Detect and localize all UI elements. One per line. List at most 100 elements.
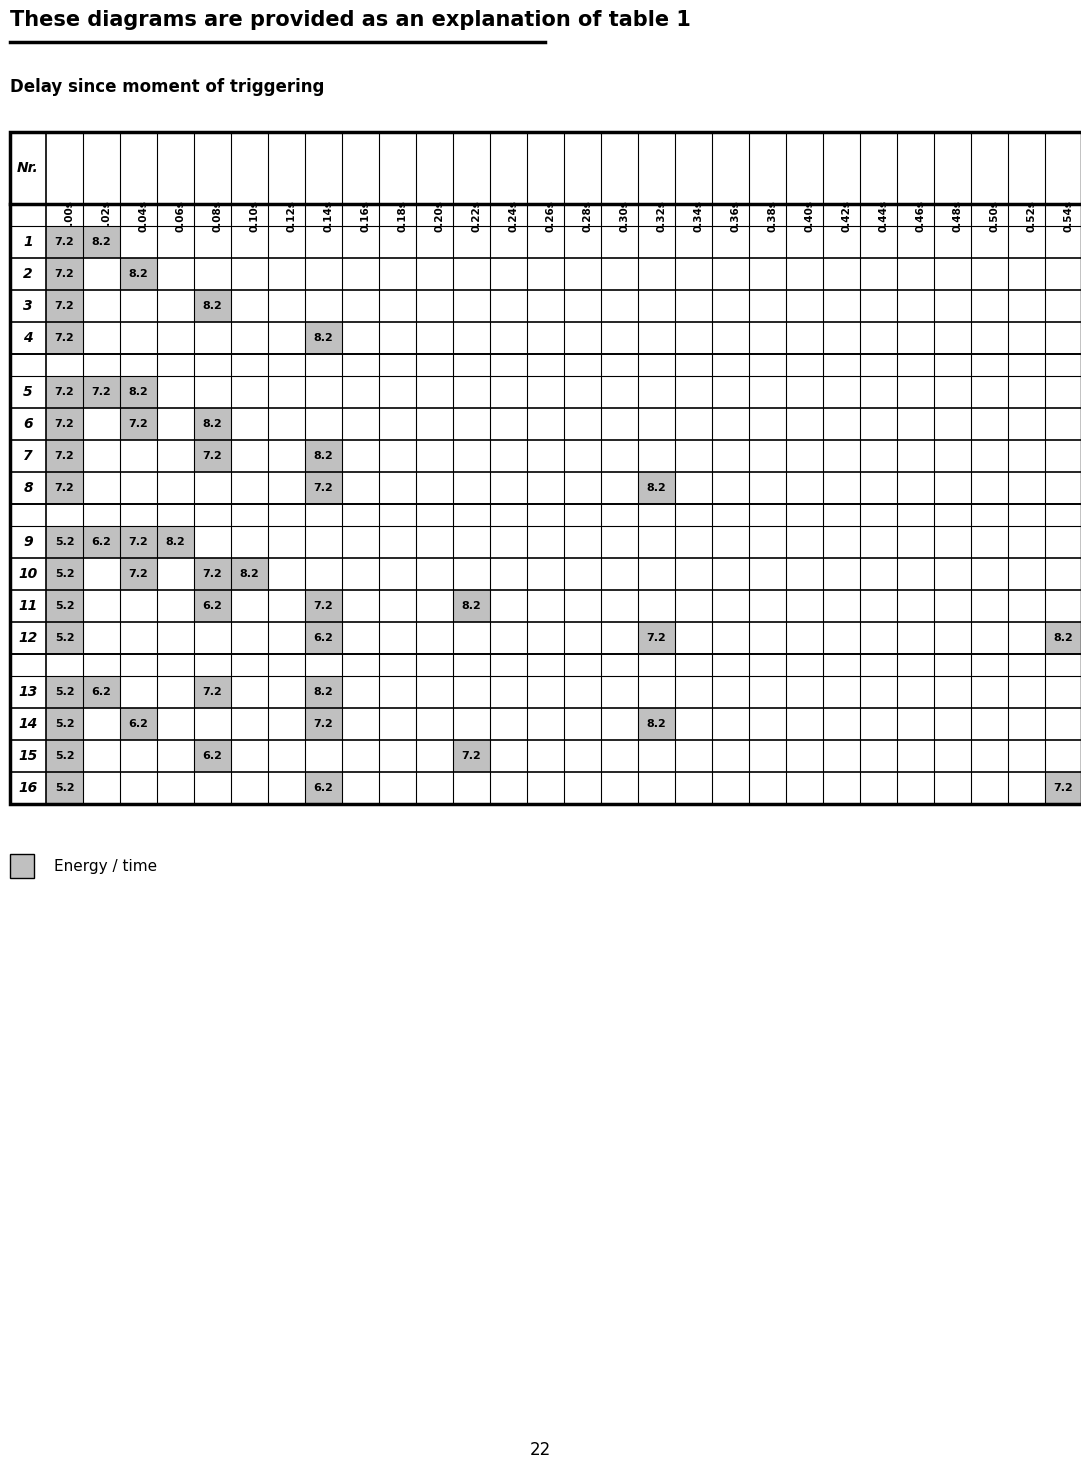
Bar: [453, 590, 490, 622]
Text: 7.2: 7.2: [202, 569, 223, 579]
Text: 8.2: 8.2: [646, 483, 666, 493]
Text: 10: 10: [18, 568, 38, 581]
Text: 6.2: 6.2: [202, 601, 223, 612]
Bar: [46, 322, 83, 354]
Text: 6.2: 6.2: [202, 751, 223, 761]
Text: 0.18s: 0.18s: [398, 200, 408, 231]
Text: 6.2: 6.2: [129, 718, 148, 729]
Bar: [46, 527, 83, 557]
Text: 4: 4: [23, 331, 32, 345]
Text: 3: 3: [23, 298, 32, 313]
Bar: [157, 527, 193, 557]
Bar: [46, 708, 83, 740]
Text: Nr.: Nr.: [17, 161, 39, 176]
Text: 0.10s: 0.10s: [250, 200, 259, 231]
Text: These diagrams are provided as an explanation of table 1: These diagrams are provided as an explan…: [10, 10, 691, 31]
Bar: [46, 772, 83, 805]
Text: 0.26s: 0.26s: [546, 200, 556, 231]
Bar: [1045, 622, 1081, 654]
Text: 6.2: 6.2: [92, 688, 111, 696]
Text: 8.2: 8.2: [129, 388, 148, 396]
Bar: [120, 527, 157, 557]
Bar: [83, 376, 120, 408]
Text: 0.02s: 0.02s: [102, 200, 111, 231]
Text: 2: 2: [23, 268, 32, 281]
Text: 7.2: 7.2: [92, 388, 111, 396]
Bar: [120, 557, 157, 590]
Bar: [453, 740, 490, 772]
Bar: [193, 408, 231, 440]
Text: 0.46s: 0.46s: [916, 200, 925, 233]
Text: 8.2: 8.2: [202, 301, 223, 312]
Bar: [46, 257, 83, 290]
Text: 0.54s: 0.54s: [1064, 200, 1073, 233]
Bar: [305, 772, 342, 805]
Text: 8: 8: [23, 481, 32, 494]
Bar: [193, 676, 231, 708]
Bar: [305, 708, 342, 740]
Text: 7.2: 7.2: [55, 483, 75, 493]
Bar: [46, 225, 83, 257]
Text: 0.52s: 0.52s: [1027, 200, 1037, 231]
Text: 8.2: 8.2: [129, 269, 148, 279]
Bar: [46, 740, 83, 772]
Bar: [46, 590, 83, 622]
Text: 1: 1: [23, 236, 32, 249]
Text: 5: 5: [23, 385, 32, 399]
Text: 0.00s: 0.00s: [65, 200, 75, 231]
Text: 5.2: 5.2: [55, 537, 75, 547]
Bar: [193, 440, 231, 473]
Bar: [120, 408, 157, 440]
Bar: [1045, 772, 1081, 805]
Text: 14: 14: [18, 717, 38, 732]
Text: 0.30s: 0.30s: [619, 200, 629, 231]
Text: 7: 7: [23, 449, 32, 462]
Text: 5.2: 5.2: [55, 569, 75, 579]
Bar: [46, 408, 83, 440]
Text: 7.2: 7.2: [202, 688, 223, 696]
Bar: [638, 708, 675, 740]
Text: 8.2: 8.2: [202, 418, 223, 429]
Bar: [83, 225, 120, 257]
Bar: [46, 376, 83, 408]
Text: 0.06s: 0.06s: [175, 200, 186, 231]
Bar: [193, 290, 231, 322]
Bar: [120, 257, 157, 290]
Bar: [193, 557, 231, 590]
Text: 8.2: 8.2: [462, 601, 481, 612]
Text: 7.2: 7.2: [55, 269, 75, 279]
Text: 7.2: 7.2: [313, 601, 333, 612]
Text: 7.2: 7.2: [55, 418, 75, 429]
Bar: [46, 622, 83, 654]
Bar: [10, 854, 34, 878]
Bar: [46, 557, 83, 590]
Text: 0.20s: 0.20s: [435, 200, 444, 231]
Text: 8.2: 8.2: [1054, 633, 1073, 644]
Text: 7.2: 7.2: [462, 751, 481, 761]
Text: 7.2: 7.2: [55, 237, 75, 247]
Text: 13: 13: [18, 685, 38, 699]
Bar: [46, 440, 83, 473]
Text: 0.08s: 0.08s: [213, 200, 223, 231]
Text: 22: 22: [530, 1441, 551, 1459]
Text: 5.2: 5.2: [55, 751, 75, 761]
Text: 8.2: 8.2: [313, 688, 333, 696]
Text: 0.22s: 0.22s: [471, 200, 481, 231]
Text: 7.2: 7.2: [202, 451, 223, 461]
Text: 7.2: 7.2: [55, 334, 75, 342]
Text: 7.2: 7.2: [1054, 783, 1073, 793]
Text: 0.50s: 0.50s: [989, 200, 1000, 231]
Text: 0.24s: 0.24s: [508, 200, 519, 233]
Text: 5.2: 5.2: [55, 783, 75, 793]
Text: 0.48s: 0.48s: [952, 200, 962, 233]
Text: 0.36s: 0.36s: [731, 200, 740, 231]
Text: 8.2: 8.2: [313, 451, 333, 461]
Text: 6.2: 6.2: [92, 537, 111, 547]
Bar: [305, 322, 342, 354]
Text: 8.2: 8.2: [646, 718, 666, 729]
Text: 9: 9: [23, 535, 32, 549]
Text: 11: 11: [18, 598, 38, 613]
Bar: [305, 622, 342, 654]
Bar: [46, 290, 83, 322]
Text: 7.2: 7.2: [646, 633, 666, 644]
